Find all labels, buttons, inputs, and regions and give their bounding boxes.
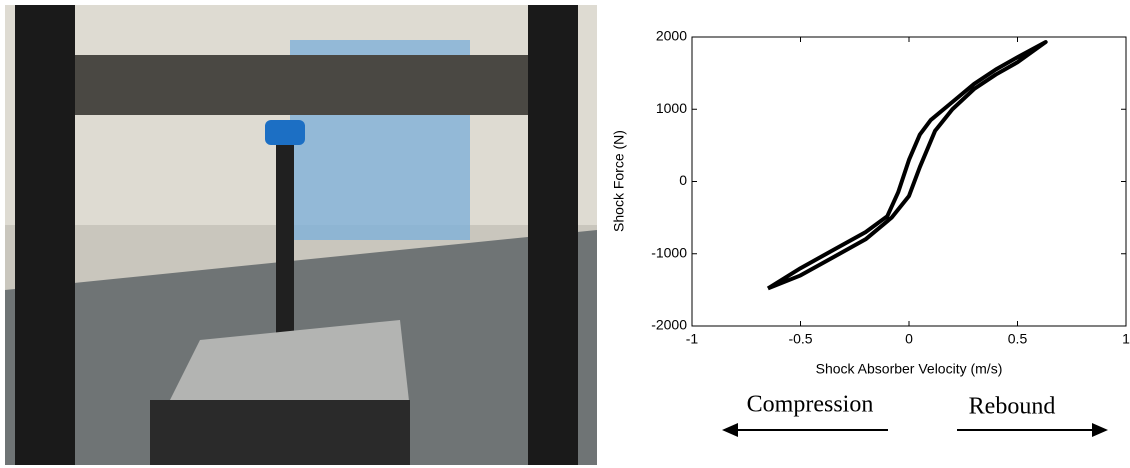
annotation-compression: Compression: [747, 392, 874, 418]
chart: Shock Force (N) Shock Absorber Velocity …: [611, 28, 1130, 437]
frame-post-right: [528, 5, 578, 465]
y-tick-label: 1000: [656, 100, 687, 116]
x-tick-label: -0.5: [788, 331, 812, 347]
plot-frame: [691, 36, 1127, 327]
y-tick-label: -2000: [651, 317, 687, 333]
x-tick-label: 1: [1122, 331, 1130, 347]
y-tick-label: -1000: [651, 244, 687, 260]
beam: [60, 55, 560, 115]
actuator: [150, 400, 410, 465]
data-line: [766, 40, 1048, 291]
shock-absorber: [276, 145, 294, 345]
y-tick-label: 2000: [656, 28, 687, 44]
compression-arrow: [722, 423, 888, 437]
x-tick-label: 0.5: [1008, 331, 1028, 347]
photo: [5, 5, 597, 465]
frame-post-left: [15, 5, 75, 465]
x-tick-label: 0: [905, 331, 913, 347]
base-plate: [160, 320, 410, 420]
annotation-rebound: Rebound: [969, 394, 1056, 420]
x-tick-label: -1: [686, 331, 699, 347]
rebound-arrow: [957, 423, 1108, 437]
load-cell: [265, 120, 305, 145]
y-axis-label: Shock Force (N): [611, 130, 627, 232]
x-axis-label: Shock Absorber Velocity (m/s): [816, 361, 1003, 377]
y-tick-label: 0: [679, 172, 687, 188]
